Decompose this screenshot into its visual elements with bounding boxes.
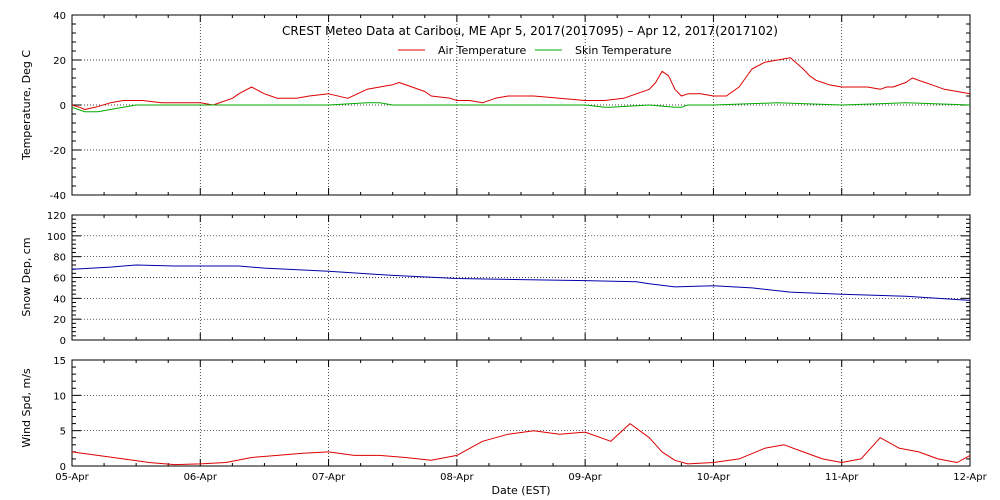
- temperature-series-lines: [71, 57, 971, 113]
- snow-depth-y-tick-label: 80: [53, 253, 66, 264]
- wind-speed-y-tick-label: 5: [60, 427, 66, 438]
- temperature-y-tick-label: -20: [50, 146, 66, 157]
- wind-speed-series-lines: [71, 423, 971, 466]
- legend-label-skin-temperature: Skin Temperature: [575, 44, 672, 57]
- temperature-panel: 40 20 0 -20 -40 CREST Meteo Data at Caribou,…: [20, 11, 971, 202]
- x-tick-label: 11-Apr: [825, 472, 859, 483]
- temperature-y-axis-label: Temperature, Deg C: [20, 50, 33, 161]
- wind-speed-y-axis-label: Wind Spd, m/s: [20, 368, 33, 448]
- chart-title: CREST Meteo Data at Caribou, ME Apr 5, 2…: [282, 24, 778, 38]
- snow-depth-grid: [72, 215, 970, 340]
- snow-depth-series-lines: [71, 264, 971, 301]
- wind-speed-panel: 15 10 5 0 Wind Spd, m/s: [20, 356, 971, 473]
- legend-label-air-temperature: Air Temperature: [438, 44, 527, 57]
- wind-speed-plot-frame: [71, 359, 971, 467]
- snow-depth-y-tick-label: 120: [47, 211, 66, 222]
- snow-depth-y-tick-labels: 120 100 80 60 40 20 0: [47, 211, 66, 347]
- snow-depth-y-axis-label: Snow Dep, cm: [20, 237, 33, 316]
- skin-temperature-series-line: [71, 102, 971, 113]
- air-temperature-series-line: [71, 57, 971, 110]
- snow-depth-y-tick-label: 40: [53, 294, 66, 305]
- wind-speed-y-tick-label: 0: [60, 462, 66, 473]
- wind-speed-y-tick-labels: 15 10 5 0: [53, 356, 66, 473]
- x-tick-label: 07-Apr: [312, 472, 346, 483]
- x-tick-label: 10-Apr: [697, 472, 731, 483]
- wind-speed-ticks: [71, 359, 971, 467]
- snow-depth-y-tick-label: 0: [60, 336, 66, 347]
- x-tick-label: 08-Apr: [440, 472, 474, 483]
- temperature-y-tick-label: -40: [50, 191, 66, 202]
- temperature-y-tick-label: 20: [53, 56, 66, 67]
- x-tick-label: 06-Apr: [184, 472, 218, 483]
- snow-depth-y-tick-label: 20: [53, 315, 66, 326]
- snow-depth-plot-frame: [71, 214, 971, 341]
- wind-speed-grid: [72, 360, 970, 466]
- snow-depth-series-line: [71, 264, 971, 301]
- wind-speed-y-tick-label: 15: [53, 356, 66, 367]
- x-tick-label: 05-Apr: [55, 472, 89, 483]
- snow-depth-y-tick-label: 100: [47, 232, 66, 243]
- x-tick-labels: 05-Apr 06-Apr 07-Apr 08-Apr 09-Apr 10-Apr 11-A…: [55, 472, 987, 483]
- temperature-y-tick-labels: 40 20 0 -20 -40: [50, 11, 66, 202]
- snow-depth-ticks: [71, 214, 971, 341]
- temperature-y-tick-label: 0: [60, 101, 66, 112]
- snow-depth-panel: 120 100 80 60 40 20 0 Snow Dep, cm: [20, 211, 971, 347]
- x-axis-label: Date (EST): [491, 484, 550, 497]
- wind-speed-y-tick-label: 10: [53, 391, 66, 402]
- x-tick-label: 12-Apr: [953, 472, 987, 483]
- snow-depth-y-tick-label: 60: [53, 274, 66, 285]
- temperature-ticks: [71, 14, 971, 196]
- temperature-y-tick-label: 40: [53, 11, 66, 22]
- temperature-grid: [72, 15, 970, 195]
- wind-speed-series-line: [71, 423, 971, 466]
- x-tick-label: 09-Apr: [568, 472, 602, 483]
- legend: Air Temperature Skin Temperature: [398, 44, 672, 57]
